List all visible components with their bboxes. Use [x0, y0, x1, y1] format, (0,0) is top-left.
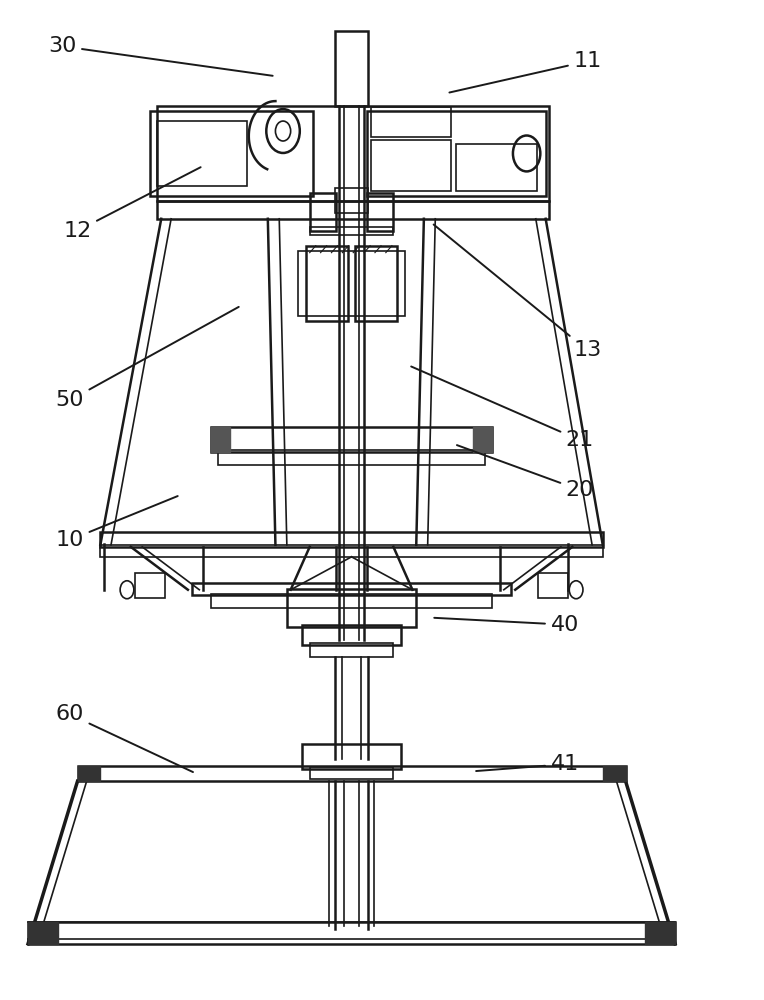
Bar [134, 573, 165, 598]
Bar [371, 140, 451, 191]
Text: 40: 40 [434, 615, 579, 635]
Bar [211, 594, 492, 608]
Bar [157, 106, 549, 201]
Bar [367, 193, 393, 231]
Bar [192, 583, 511, 595]
Bar [150, 111, 313, 196]
Bar [302, 744, 401, 769]
Polygon shape [28, 922, 59, 944]
Bar [286, 589, 416, 627]
Bar [371, 107, 451, 137]
Polygon shape [77, 766, 100, 781]
Bar [538, 573, 568, 598]
Bar [28, 922, 675, 944]
Bar [306, 246, 348, 320]
Bar [77, 766, 626, 781]
Bar [456, 144, 537, 191]
Bar [302, 625, 401, 645]
Bar [157, 121, 248, 186]
Bar [367, 111, 545, 196]
Bar [355, 246, 397, 320]
Text: 10: 10 [56, 496, 178, 550]
Bar [335, 31, 368, 106]
Bar [211, 427, 492, 452]
Text: 41: 41 [476, 754, 579, 774]
Polygon shape [603, 766, 626, 781]
Text: 12: 12 [63, 167, 201, 241]
Bar [309, 643, 393, 657]
Bar [157, 201, 549, 219]
Text: 11: 11 [449, 51, 602, 93]
Text: 30: 30 [48, 36, 273, 76]
Bar [309, 227, 393, 235]
Bar [219, 450, 485, 465]
Bar [100, 545, 603, 557]
Text: 50: 50 [56, 307, 238, 410]
Text: 60: 60 [56, 704, 193, 772]
Bar [309, 193, 336, 231]
Polygon shape [645, 922, 675, 944]
Text: 20: 20 [457, 445, 594, 500]
Bar [100, 532, 603, 547]
Polygon shape [474, 427, 492, 452]
Text: 13: 13 [434, 225, 602, 360]
Bar [335, 188, 368, 213]
Polygon shape [211, 427, 230, 452]
Bar [298, 251, 405, 316]
Text: 21: 21 [411, 366, 594, 450]
Bar [309, 767, 393, 779]
